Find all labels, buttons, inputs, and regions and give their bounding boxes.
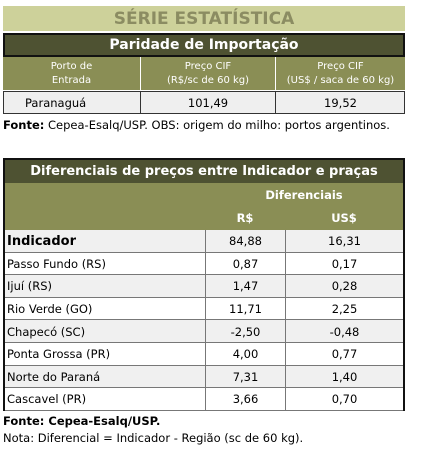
cell: 4,00 bbox=[205, 343, 285, 366]
table-row bbox=[5, 252, 403, 276]
header-line: Porto de bbox=[50, 60, 93, 72]
cell: 3,66 bbox=[205, 388, 285, 411]
cell: 1,40 bbox=[285, 365, 403, 389]
cell: 101,49 bbox=[140, 91, 275, 114]
cell: -2,50 bbox=[205, 320, 285, 343]
cell: -0,48 bbox=[285, 320, 403, 343]
header-row bbox=[5, 183, 403, 230]
cell: 1,47 bbox=[205, 275, 285, 298]
table-row bbox=[5, 343, 403, 366]
cell: Ponta Grossa (PR) bbox=[7, 347, 111, 362]
table-row bbox=[5, 320, 403, 343]
note-label: Fonte: bbox=[3, 118, 45, 132]
table-title: Paridade de Importação bbox=[3, 33, 405, 57]
table-row bbox=[5, 365, 403, 389]
table-row bbox=[5, 388, 403, 411]
cell: Norte do Paraná bbox=[7, 369, 101, 384]
header-line: Preço CIF bbox=[317, 60, 364, 72]
cell: Passo Fundo (RS) bbox=[7, 256, 106, 271]
cell: Cascavel (PR) bbox=[7, 392, 87, 407]
table-title: Diferenciais de preços entre Indicador e… bbox=[5, 160, 403, 183]
column-header: Preço CIF (US$ / saca de 60 kg) bbox=[275, 57, 405, 90]
header-line: Entrada bbox=[51, 74, 92, 86]
cell: Rio Verde (GO) bbox=[7, 302, 93, 317]
cell: Paranaguá bbox=[25, 95, 87, 110]
page-title: SÉRIE ESTATÍSTICA bbox=[3, 6, 405, 31]
cell: 2,25 bbox=[285, 297, 403, 321]
cell: 7,31 bbox=[205, 365, 285, 389]
cell: 84,88 bbox=[205, 230, 285, 253]
column-header: US$ bbox=[331, 211, 357, 225]
note-text: Cepea-Esalq/USP. OBS: origem do milho: p… bbox=[48, 118, 390, 132]
header-row bbox=[3, 57, 405, 90]
cell: 0,17 bbox=[285, 252, 403, 276]
cell: 19,52 bbox=[275, 91, 405, 114]
table-row bbox=[5, 297, 403, 321]
column-header: R$ bbox=[236, 211, 254, 225]
footer-note: Nota: Diferencial = Indicador - Região (… bbox=[3, 431, 304, 445]
table-row bbox=[5, 230, 403, 253]
header-line: (R$/sc de 60 kg) bbox=[166, 74, 250, 86]
cell: 0,28 bbox=[285, 275, 403, 298]
cell: Ijuí (RS) bbox=[7, 279, 52, 294]
cell: Chapecó (SC) bbox=[7, 324, 86, 339]
group-header: Diferenciais bbox=[265, 188, 343, 202]
cell: Indicador bbox=[7, 233, 76, 249]
footer-source: Fonte: Cepea-Esalq/USP. bbox=[3, 414, 161, 428]
source-note: Fonte: Cepea-Esalq/USP. OBS: origem do m… bbox=[3, 118, 405, 133]
cell: 0,77 bbox=[285, 343, 403, 366]
column-header: Porto de Entrada bbox=[3, 57, 140, 90]
header-line: Preço CIF bbox=[184, 60, 232, 72]
cell: 0,87 bbox=[205, 252, 285, 276]
table-row bbox=[3, 91, 405, 114]
table-row bbox=[5, 275, 403, 298]
column-header: Preço CIF (R$/sc de 60 kg) bbox=[140, 57, 275, 90]
cell: 0,70 bbox=[285, 388, 403, 411]
cell: 16,31 bbox=[285, 230, 403, 253]
header-line: (US$ / saca de 60 kg) bbox=[286, 74, 395, 86]
cell: 11,71 bbox=[205, 297, 285, 321]
